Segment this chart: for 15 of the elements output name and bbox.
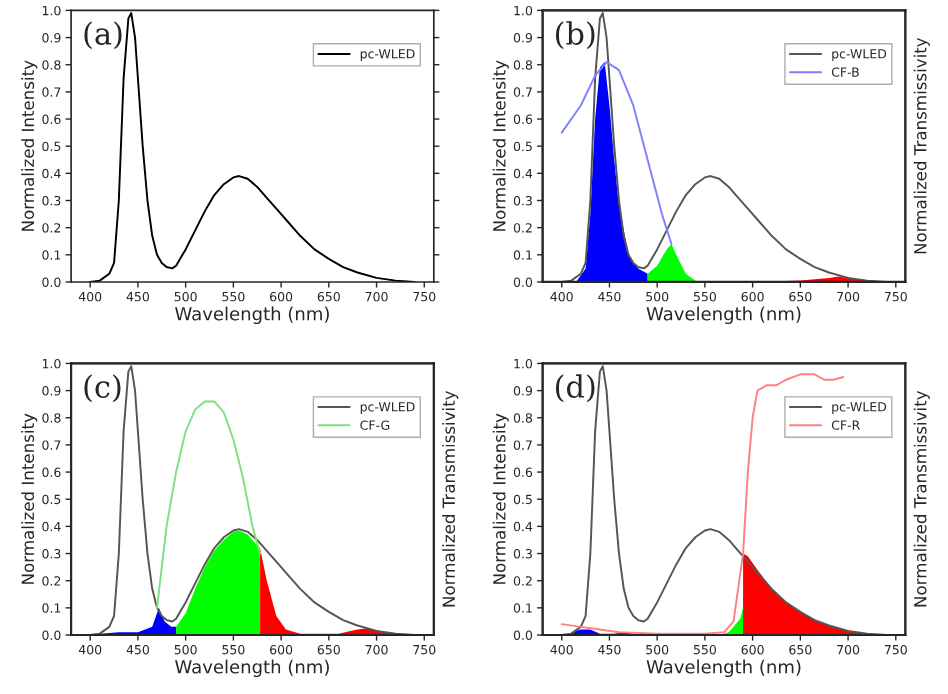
x-axis-title: Wavelength (nm): [646, 659, 801, 678]
x-axis-title: Wavelength (nm): [175, 306, 329, 325]
y-axis-title: Normalized Intensity: [21, 413, 38, 584]
y2-axis-title: Normalized Transmissivity: [442, 390, 459, 607]
y-axis-title: Normalized Intensity: [492, 60, 509, 231]
y2-axis-title: Normalized Transmissivity: [913, 37, 930, 254]
annotation: (b): [555, 21, 595, 50]
annotation: (a): [84, 21, 122, 50]
y-axis-title: Normalized Intensity: [492, 413, 509, 584]
y2-axis-title: Normalized Transmissivity: [913, 390, 930, 607]
annotation: (c): [84, 374, 121, 403]
x-axis-title: Wavelength (nm): [175, 659, 329, 678]
annotation: (d): [555, 374, 595, 403]
y-axis-title: Normalized Intensity: [21, 60, 38, 231]
x-axis-title: Wavelength (nm): [646, 306, 801, 325]
